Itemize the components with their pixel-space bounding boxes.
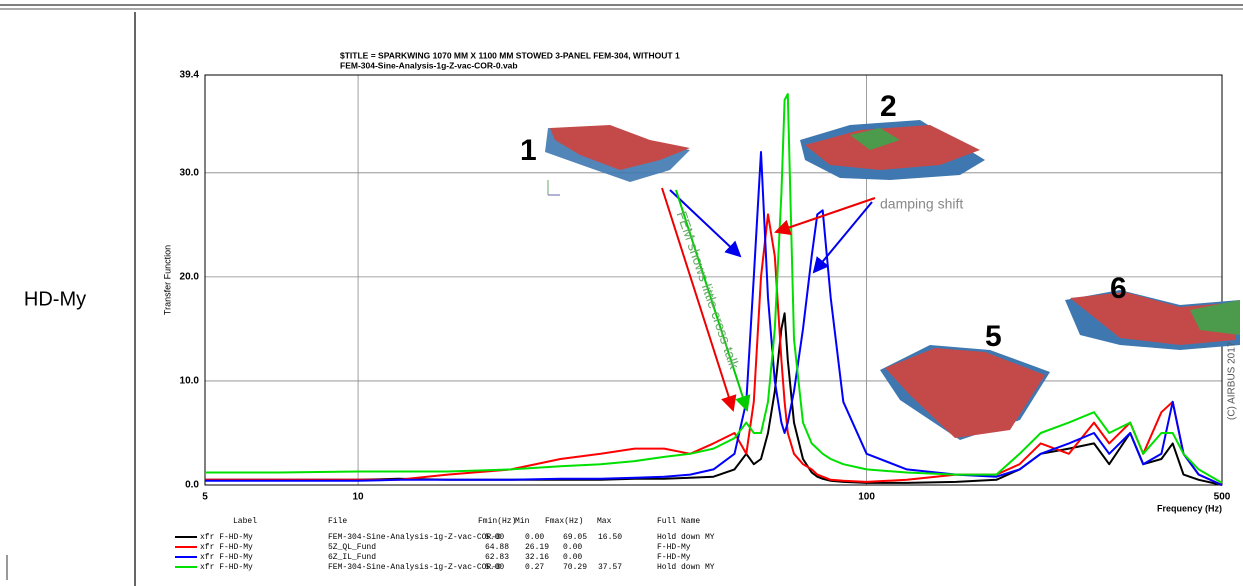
- annotation: 5: [985, 320, 1002, 353]
- y-tick-label: 10.0: [180, 376, 200, 387]
- x-tick-label: 5: [202, 492, 208, 503]
- chart-subtitle: FEM-304-Sine-Analysis-1g-Z-vac-COR-0.vab: [340, 60, 518, 70]
- legend-cell: 0.00: [563, 543, 582, 552]
- slide: HD-My $TITLE = SPARKWING 1070 MM X 1100 …: [0, 0, 1243, 586]
- legend-cell: 16.50: [598, 533, 622, 542]
- legend-cell: 26.19: [525, 543, 549, 552]
- legend-label: xfr F-HD-My: [200, 563, 253, 572]
- y-tick-label: 39.4: [180, 70, 200, 81]
- legend-cell: 0.00: [563, 553, 582, 562]
- legend-label: xfr F-HD-My: [200, 543, 253, 552]
- legend-file: FEM-304-Sine-Analysis-1g-Z-vac-COR-0: [328, 563, 501, 572]
- legend-table: Label File Fmin(Hz)Min Fmax(Hz) Max Full Name…: [175, 517, 715, 572]
- legend-cell: 0.00: [525, 533, 544, 542]
- y-tick-label: 30.0: [180, 167, 200, 178]
- annotation: 6: [1110, 272, 1127, 305]
- legend-header: Fmin(Hz): [478, 517, 516, 526]
- annotation: 2: [880, 90, 897, 123]
- x-tick-label: 100: [858, 492, 875, 503]
- row-label: HD-My: [24, 288, 86, 310]
- legend-full-name: F-HD-My: [657, 543, 691, 552]
- mode-shape: [1065, 290, 1240, 350]
- mode-shape: [545, 125, 690, 195]
- chart-title: $TITLE = SPARKWING 1070 MM X 1100 MM STO…: [340, 50, 680, 60]
- legend-header: Label: [233, 517, 257, 526]
- legend-full-name: Hold down MY: [657, 563, 715, 572]
- legend-cell: 37.57: [598, 563, 622, 572]
- annotation: 1: [520, 134, 537, 167]
- y-axis-label: Transfer Function: [162, 245, 172, 315]
- page: HD-My $TITLE = SPARKWING 1070 MM X 1100 …: [0, 0, 1243, 586]
- legend-header: Full Name: [657, 517, 700, 526]
- legend-label: xfr F-HD-My: [200, 533, 253, 542]
- legend-header: Fmax(Hz): [545, 517, 583, 526]
- legend-cell: 69.05: [563, 533, 587, 542]
- legend-cell: 0.27: [525, 563, 544, 572]
- legend-file: 5Z_QL_Fund: [328, 543, 376, 552]
- x-tick-label: 500: [1214, 492, 1231, 503]
- annotation: (C) AIRBUS 2017: [1227, 341, 1238, 420]
- y-tick-label: 20.0: [180, 272, 200, 283]
- legend-cell: 64.88: [485, 543, 509, 552]
- legend-header: Max: [597, 517, 612, 526]
- legend-full-name: F-HD-My: [657, 553, 691, 562]
- legend-header: Min: [515, 517, 530, 526]
- legend-cell: 70.29: [563, 563, 587, 572]
- legend-cell: 32.16: [525, 553, 549, 562]
- legend-label: xfr F-HD-My: [200, 553, 253, 562]
- series-line: [205, 313, 1222, 485]
- x-tick-label: 10: [353, 492, 365, 503]
- legend-file: 6Z_IL_Fund: [328, 553, 376, 562]
- legend-cell: 62.83: [485, 553, 509, 562]
- mode-shape: [800, 120, 985, 180]
- annotation: FEM shows little cross-talk: [674, 209, 743, 372]
- legend-header: File: [328, 517, 347, 526]
- legend-full-name: Hold down MY: [657, 533, 715, 542]
- legend-cell: 5.00: [485, 563, 504, 572]
- y-tick-label: 0.0: [185, 480, 199, 491]
- mode-shape: [880, 345, 1050, 440]
- x-axis-label: Frequency (Hz): [1157, 503, 1222, 513]
- legend-file: FEM-304-Sine-Analysis-1g-Z-vac-COR-0: [328, 533, 501, 542]
- legend-cell: 5.00: [485, 533, 504, 542]
- annotation: damping shift: [880, 196, 963, 212]
